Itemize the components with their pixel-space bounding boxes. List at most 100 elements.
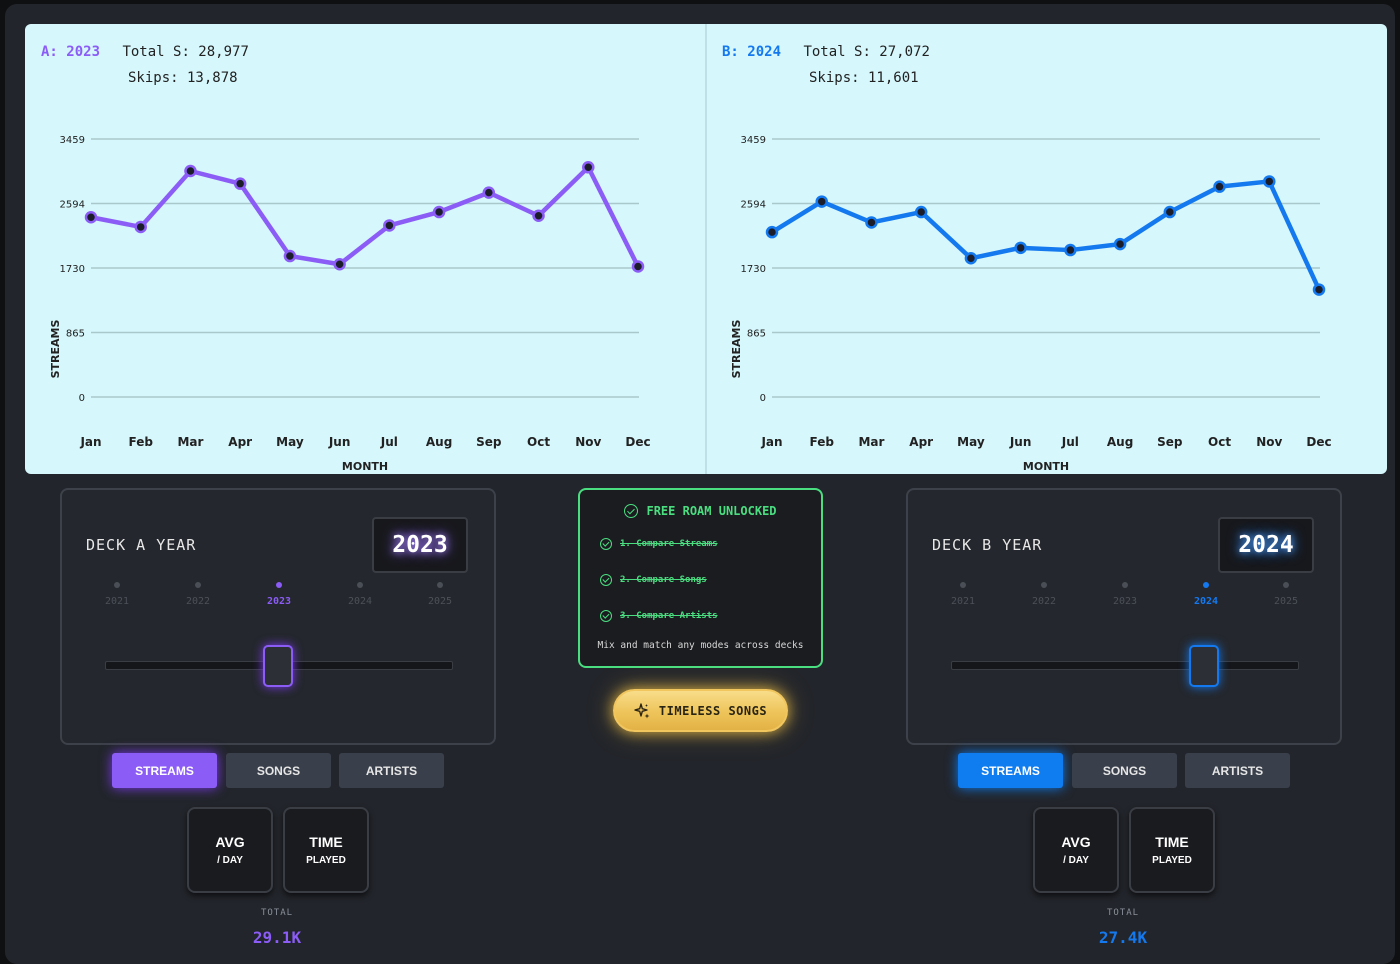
chart-b-data-point	[964, 252, 978, 265]
year-label: 2022	[185, 596, 211, 607]
deck-a-year-slider-handle[interactable]	[263, 645, 293, 687]
chart-b-y-tick-label: 0	[760, 393, 766, 404]
deck-a-time-played-button[interactable]: TIME PLAYED	[283, 807, 369, 893]
chart-a-series-line	[88, 165, 641, 269]
chart-a-x-tick-label: Jul	[380, 435, 398, 449]
chart-b-x-axis-label: MONTH	[1023, 460, 1069, 473]
chart-b-svg: 0 865 1730 2594 3459 Jan Feb Mar Apr May Jun Jul Aug…	[730, 135, 1332, 473]
deck-b-year-display: 2024	[1218, 517, 1314, 573]
deck-b-year-option-2021[interactable]: 2021	[943, 582, 983, 607]
chart-b-y-tick-label: 1730	[741, 264, 766, 275]
chart-a-data-point	[532, 209, 545, 223]
chart-b-data-point	[914, 205, 928, 219]
free-roam-item: 2. Compare Songs	[600, 574, 707, 586]
deck-a-avg-day-button[interactable]: AVG / DAY	[187, 807, 273, 893]
deck-b-year-option-2024[interactable]: 2024	[1186, 582, 1226, 607]
timeless-songs-label: TIMELESS SONGS	[658, 703, 768, 718]
deck-b-avg-day-button[interactable]: AVG / DAY	[1033, 807, 1119, 893]
check-circle-icon	[600, 538, 612, 550]
chart-b-data-point	[1263, 175, 1276, 188]
chart-b-x-tick-label: Oct	[1208, 435, 1231, 449]
chart-a-deck-tag: A: 2023	[41, 44, 101, 60]
chart-b-x-tick-label: Mar	[858, 435, 884, 449]
deck-a-year-option-2025[interactable]: 2025	[420, 582, 460, 607]
deck-b-streams-button[interactable]: STREAMS	[958, 753, 1063, 788]
check-circle-icon	[600, 574, 612, 586]
charts-area: A: 2023 Total S: 28,977 Skips: 13,878 0 8…	[25, 24, 1387, 474]
chart-a-total: Total S: 28,977	[122, 44, 249, 60]
chart-a-data-point	[482, 186, 496, 199]
deck-a-streams-button[interactable]: STREAMS	[112, 753, 217, 788]
chart-a-data-point	[582, 161, 595, 174]
chart-a-y-tick-label: 865	[66, 328, 85, 339]
check-circle-icon	[600, 610, 612, 622]
app-window: A: 2023 Total S: 28,977 Skips: 13,878 0 8…	[5, 4, 1395, 964]
deck-b-title: DECK B YEAR	[932, 536, 1043, 554]
year-dot	[437, 582, 443, 588]
year-label: 2021	[950, 596, 976, 607]
free-roam-item: 3. Compare Artists	[600, 610, 718, 622]
deck-b-year-option-2022[interactable]: 2022	[1024, 582, 1064, 607]
deck-b-year-option-2023[interactable]: 2023	[1105, 582, 1145, 607]
chart-b-data-point	[1312, 283, 1326, 296]
deck-a-year-option-2021[interactable]: 2021	[97, 582, 137, 607]
chart-a-y-tick-label: 2594	[60, 200, 85, 211]
year-dot	[1041, 582, 1047, 588]
stat-small-label: / DAY	[1063, 855, 1089, 866]
chart-b-y-tick-label: 865	[747, 328, 766, 339]
stat-big-label: AVG	[215, 834, 245, 850]
year-label: 2021	[104, 596, 130, 607]
deck-a-year-option-2022[interactable]: 2022	[178, 582, 218, 607]
deck-a-year-display: 2023	[372, 517, 468, 573]
year-label: 2024	[1193, 596, 1219, 607]
year-dot	[114, 582, 120, 588]
year-label: 2024	[347, 596, 373, 607]
deck-b-time-played-button[interactable]: TIME PLAYED	[1129, 807, 1215, 893]
free-roam-title: FREE ROAM UNLOCKED	[646, 504, 777, 518]
chart-a-header: A: 2023 Total S: 28,977	[41, 44, 249, 60]
chart-divider	[705, 24, 707, 474]
stat-big-label: AVG	[1061, 834, 1091, 850]
chart-b-x-tick-label: Sep	[1157, 435, 1183, 449]
year-dot	[1203, 582, 1209, 588]
year-dot	[1122, 582, 1128, 588]
free-roam-item: 1. Compare Streams	[600, 538, 718, 550]
chart-b-total: Total S: 27,072	[803, 44, 930, 60]
chart-a-y-tick-label: 3459	[60, 135, 85, 146]
chart-a-y-tick-label: 0	[79, 393, 85, 404]
chart-b-data-point	[1064, 243, 1077, 257]
free-roam-panel: FREE ROAM UNLOCKED 1. Compare Streams 2.…	[578, 488, 823, 668]
chart-b-data-point	[1163, 205, 1177, 219]
chart-b-x-tick-label: Jan	[760, 435, 782, 449]
deck-b-artists-button[interactable]: ARTISTS	[1185, 753, 1290, 788]
deck-b-total-value: 27.4K	[1098, 928, 1148, 947]
free-roam-header: FREE ROAM UNLOCKED	[580, 504, 821, 518]
deck-b-year-panel: DECK B YEAR 2024 2021 2022 2023 2024 202…	[906, 488, 1342, 745]
chart-b-series-line	[769, 179, 1322, 292]
deck-a-artists-button[interactable]: ARTISTS	[339, 753, 444, 788]
chart-b-x-tick-label: Dec	[1306, 435, 1331, 449]
deck-a-year-option-2024[interactable]: 2024	[340, 582, 380, 607]
free-roam-item-label: 2. Compare Songs	[620, 575, 707, 585]
chart-a-x-axis-label: MONTH	[342, 460, 388, 473]
free-roam-footer: Mix and match any modes across decks	[597, 640, 804, 651]
deck-b-songs-button[interactable]: SONGS	[1072, 753, 1177, 788]
chart-a-x-tick-label: Apr	[228, 435, 252, 449]
deck-b-year-slider-handle[interactable]	[1189, 645, 1219, 687]
chart-a-data-point	[631, 260, 645, 273]
chart-b-skips: Skips: 11,601	[809, 70, 919, 86]
deck-b-year-option-2025[interactable]: 2025	[1266, 582, 1306, 607]
timeless-songs-button[interactable]: TIMELESS SONGS	[613, 689, 788, 732]
chart-a-y-axis-label: STREAMS	[49, 320, 62, 379]
chart-a-data-point	[283, 249, 297, 263]
deck-a-songs-button[interactable]: SONGS	[226, 753, 331, 788]
chart-a-x-tick-label: Mar	[177, 435, 203, 449]
chart-b-y-tick-label: 2594	[741, 200, 766, 211]
chart-b-data-point	[1213, 180, 1226, 193]
deck-a-total-label: TOTAL	[260, 908, 294, 918]
chart-a-x-tick-label: Feb	[129, 435, 154, 449]
deck-a-year-option-2023[interactable]: 2023	[259, 582, 299, 607]
stat-small-label: / DAY	[217, 855, 243, 866]
deck-b-year-slider-track[interactable]	[951, 661, 1299, 670]
year-label: 2025	[1273, 596, 1299, 607]
